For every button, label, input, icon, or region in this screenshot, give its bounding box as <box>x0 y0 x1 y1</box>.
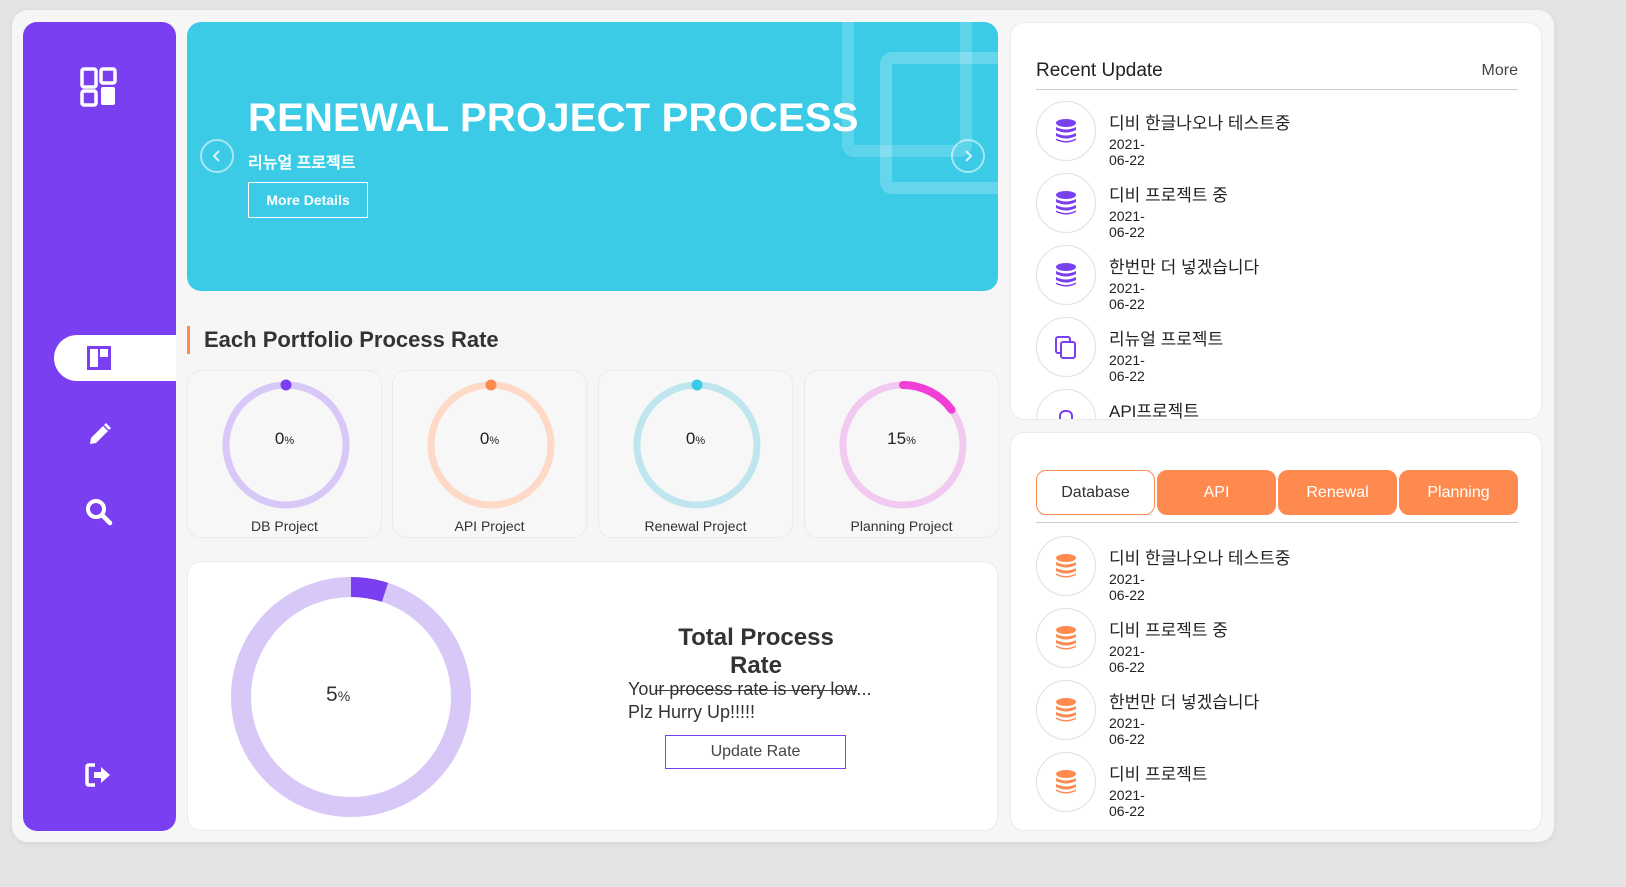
progress-dot <box>691 379 703 391</box>
logout-icon[interactable] <box>79 755 119 795</box>
category-panel: Database API Renewal Planning 디비 한글나오나 테스트중… <box>1010 432 1542 831</box>
item-title: API프로젝트 <box>1109 402 1199 420</box>
hero-banner: RENEWAL PROJECT PROCESS 리뉴얼 프로젝트 More De… <box>187 22 998 291</box>
sidebar-active-item[interactable] <box>54 335 176 381</box>
database-icon <box>1036 173 1096 233</box>
portfolio-card-api[interactable]: 0% API Project <box>392 370 587 538</box>
database-icon <box>1036 608 1096 668</box>
progress-dot <box>280 379 292 391</box>
item-title: 디비 한글나오나 테스트중 <box>1109 549 1291 568</box>
portfolio-section-title: Each Portfolio Process Rate <box>187 326 499 354</box>
card-label: API Project <box>454 518 525 534</box>
next-arrow-icon[interactable] <box>951 139 985 173</box>
card-percent: 0% <box>479 429 500 448</box>
portfolio-cards: 0% DB Project 0% API Project 0% Renewal Pro… <box>187 370 999 538</box>
item-date: 2021-06-22 <box>1109 352 1145 384</box>
banner-subtitle: 리뉴얼 프로젝트 <box>248 155 356 172</box>
item-date: 2021-06-22 <box>1109 208 1145 240</box>
recent-update-title: Recent Update <box>1036 60 1163 81</box>
recent-update-panel: Recent Update More 디비 한글나오나 테스트중 2021-06-… <box>1010 22 1542 420</box>
portfolio-card-planning[interactable]: 15% Planning Project <box>804 370 999 538</box>
card-label: Renewal Project <box>644 518 747 534</box>
tab-api[interactable]: API <box>1157 470 1276 515</box>
item-title: 디비 프로젝트 중 <box>1109 621 1228 640</box>
banner-decoration <box>842 22 972 157</box>
item-date: 2021-06-22 <box>1109 571 1145 603</box>
card-label: Planning Project <box>850 518 953 534</box>
portfolio-card-db[interactable]: 0% DB Project <box>187 370 382 538</box>
total-message: Your process rate is very low... Plz Hur… <box>628 678 871 724</box>
total-progress-arc <box>350 577 389 602</box>
more-details-button[interactable]: More Details <box>248 182 368 218</box>
total-message-line: Your process rate is very low... <box>628 679 872 699</box>
progress-dot <box>485 379 497 391</box>
more-link[interactable]: More <box>1481 62 1518 79</box>
item-title: 디비 프로젝트 <box>1109 765 1208 784</box>
progress-arc <box>899 381 956 414</box>
item-date: 2021-06-22 <box>1109 715 1145 747</box>
progress-ring <box>633 379 761 509</box>
update-rate-button[interactable]: Update Rate <box>665 735 846 769</box>
item-title: 한번만 더 넣겠습니다 <box>1109 258 1260 277</box>
total-heading: Total Process Rate <box>655 624 857 691</box>
card-percent: 0% <box>274 429 295 448</box>
card-label: DB Project <box>251 518 318 534</box>
item-date: 2021-06-22 <box>1109 643 1145 675</box>
prev-arrow-icon[interactable] <box>200 139 234 173</box>
item-title: 디비 한글나오나 테스트중 <box>1109 114 1291 133</box>
item-title: 리뉴얼 프로젝트 <box>1109 330 1224 349</box>
progress-ring <box>427 379 555 509</box>
item-date: 2021-06-22 <box>1109 136 1145 168</box>
item-date: 2021-06-22 <box>1109 280 1145 312</box>
pencil-icon[interactable] <box>79 415 119 455</box>
banner-title: RENEWAL PROJECT PROCESS <box>248 96 859 140</box>
search-icon[interactable] <box>79 492 119 532</box>
sidebar <box>23 22 176 831</box>
card-percent: 15% <box>887 429 916 448</box>
database-icon <box>1036 101 1096 161</box>
portfolio-card-renewal[interactable]: 0% Renewal Project <box>598 370 793 538</box>
progress-ring <box>839 381 967 509</box>
tab-planning[interactable]: Planning <box>1399 470 1518 515</box>
database-icon <box>1036 752 1096 812</box>
total-process-panel: 5% Total Process Rate Your process rate … <box>187 561 998 831</box>
total-message-line: Plz Hurry Up!!!!! <box>628 702 756 722</box>
database-icon <box>1036 680 1096 740</box>
total-percent: 5% <box>326 683 351 706</box>
total-progress-ring <box>231 577 471 817</box>
item-title: 한번만 더 넣겠습니다 <box>1109 693 1260 712</box>
tab-database[interactable]: Database <box>1036 470 1155 515</box>
copy-icon <box>1036 317 1096 377</box>
board-icon[interactable] <box>79 338 119 378</box>
item-date: 2021-06-22 <box>1109 787 1145 819</box>
api-icon <box>1036 389 1096 419</box>
database-icon <box>1036 245 1096 305</box>
recent-update-header: Recent Update More <box>1036 60 1518 90</box>
item-title: 디비 프로젝트 중 <box>1109 186 1228 205</box>
banner-decoration <box>880 52 998 194</box>
category-tabs: Database API Renewal Planning <box>1036 470 1518 523</box>
database-icon <box>1036 536 1096 596</box>
tab-renewal[interactable]: Renewal <box>1278 470 1397 515</box>
card-percent: 0% <box>685 429 706 448</box>
dashboard-icon[interactable] <box>80 67 118 107</box>
progress-ring <box>222 379 350 509</box>
